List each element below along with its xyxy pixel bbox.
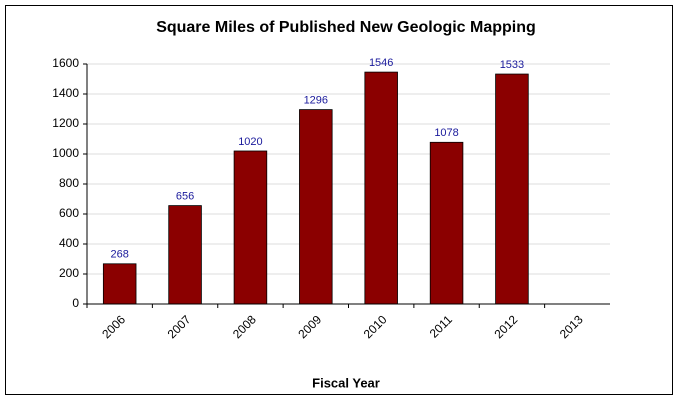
y-tick-label: 0 [72,296,79,310]
x-axis-label: Fiscal Year [312,375,380,390]
y-tick-label: 400 [59,236,79,250]
bar [168,205,202,305]
value-label: 1533 [500,59,524,71]
y-tick-label: 200 [59,266,79,280]
y-tick-label: 600 [59,206,79,220]
value-label: 1296 [304,95,328,107]
y-tick-label: 800 [59,176,79,190]
bar [102,263,137,305]
chart-frame [5,5,673,395]
y-tick-label: 1200 [52,116,79,130]
y-tick-label: 1400 [52,86,79,100]
y-tick-label: 1000 [52,146,79,160]
y-tick-label: 1600 [52,56,79,70]
bar [364,71,398,305]
value-label: 1020 [238,136,262,148]
value-label: 656 [176,191,194,203]
value-label: 1078 [434,127,458,139]
chart-title: Square Miles of Published New Geologic M… [156,19,536,36]
bar [299,109,333,305]
value-label: 268 [111,249,129,261]
value-label: 1546 [369,57,393,69]
bar [495,73,529,305]
bar [233,150,268,305]
bar [429,141,464,305]
